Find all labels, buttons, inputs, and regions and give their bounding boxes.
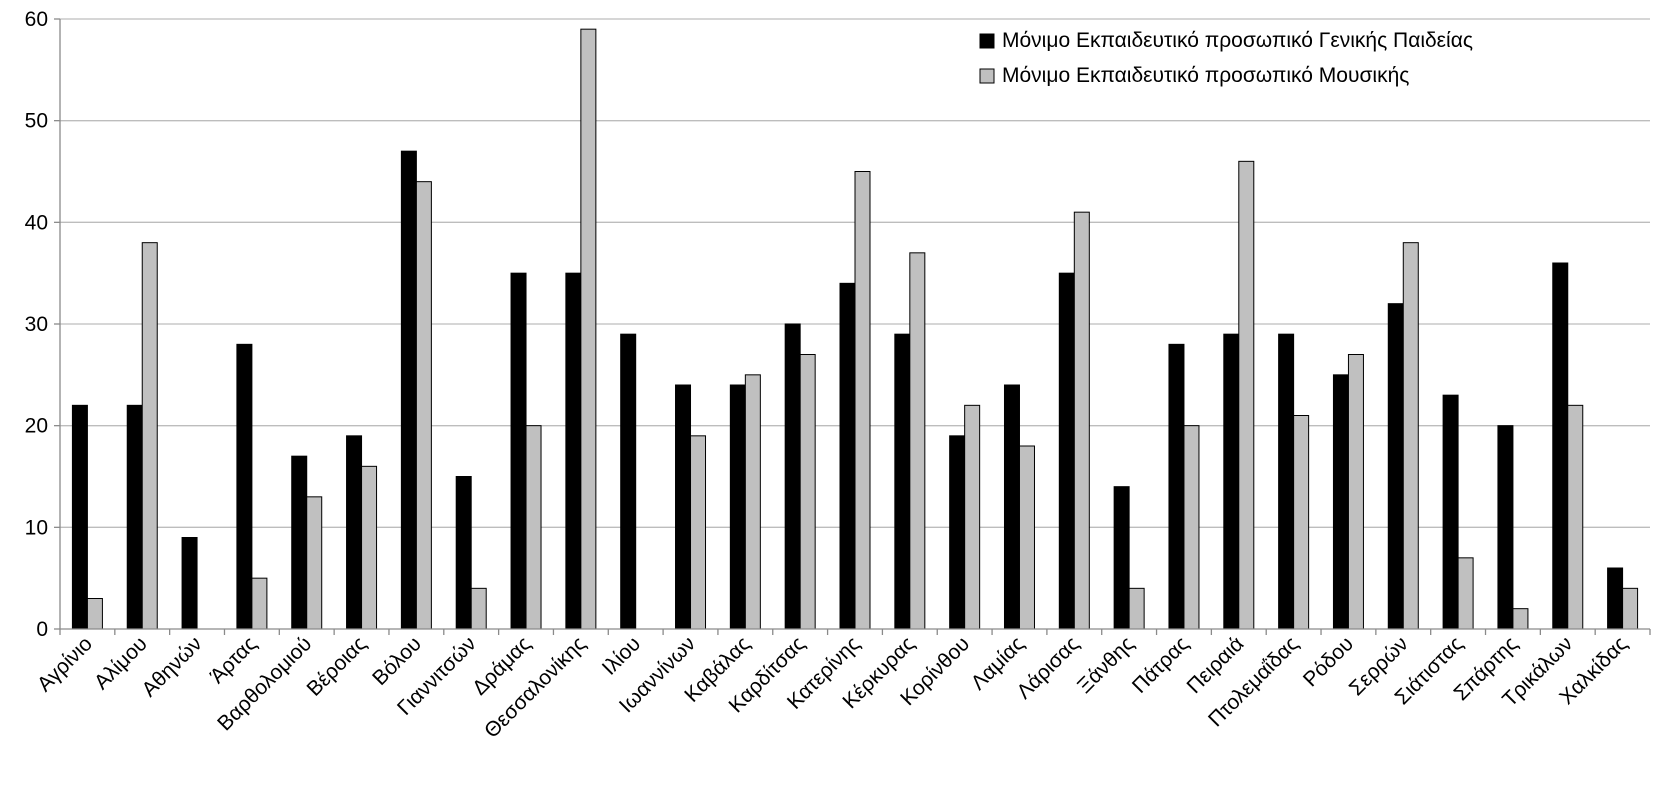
bar-series-1-9 bbox=[510, 272, 527, 630]
bar-series-2-8 bbox=[470, 587, 487, 630]
bar-series-1-5 bbox=[291, 455, 308, 630]
bar-series-1-28 bbox=[1552, 262, 1569, 630]
bar-series-2-23 bbox=[1293, 415, 1310, 630]
bar-series-2-25 bbox=[1402, 242, 1419, 630]
legend-swatch-2 bbox=[979, 68, 995, 84]
y-axis-ticks: 0 10 20 30 40 50 60 bbox=[25, 8, 60, 641]
x-tick-label: Αθηνών bbox=[137, 632, 206, 701]
bar-series-2-7 bbox=[415, 181, 432, 630]
y-tick-label: 30 bbox=[25, 313, 48, 336]
bar-series-1-12 bbox=[675, 384, 692, 630]
bar-series-2-13 bbox=[744, 374, 761, 630]
bar-series-2-5 bbox=[306, 496, 323, 630]
bar-series-1-1 bbox=[71, 404, 88, 630]
y-tick-label: 50 bbox=[25, 110, 48, 133]
bar-series-1-25 bbox=[1387, 303, 1404, 630]
y-tick-label: 0 bbox=[36, 618, 48, 641]
bar-series-2-18 bbox=[1018, 445, 1035, 630]
bar-series-2-20 bbox=[1128, 587, 1145, 630]
bar-series-2-1 bbox=[86, 598, 103, 630]
bar-series-2-22 bbox=[1238, 160, 1255, 630]
bar-series-2-15 bbox=[854, 171, 871, 630]
bar-series-1-29 bbox=[1607, 567, 1624, 630]
bar-series-1-18 bbox=[1003, 384, 1020, 630]
bar-series-1-16 bbox=[894, 333, 911, 630]
bar-series-2-9 bbox=[525, 425, 542, 630]
bars bbox=[71, 28, 1639, 630]
bar-series-2-12 bbox=[690, 435, 707, 630]
bar-series-1-7 bbox=[400, 150, 417, 630]
bar-series-2-29 bbox=[1622, 587, 1639, 630]
bar-series-2-24 bbox=[1347, 354, 1364, 630]
bar-series-2-2 bbox=[141, 242, 158, 630]
bar-series-1-22 bbox=[1223, 333, 1240, 630]
bar-series-2-10 bbox=[580, 28, 597, 630]
bar-series-1-10 bbox=[565, 272, 582, 630]
bar-series-1-13 bbox=[729, 384, 746, 630]
bar-series-1-23 bbox=[1278, 333, 1295, 630]
bar-series-2-21 bbox=[1183, 425, 1200, 630]
bar-series-1-3 bbox=[181, 537, 198, 630]
y-tick-label: 60 bbox=[25, 8, 48, 31]
bar-series-1-21 bbox=[1168, 343, 1185, 630]
bar-series-1-19 bbox=[1058, 272, 1075, 630]
legend-label-1: Μόνιμο Εκπαιδευτικό προσωπικό Γενικής Πα… bbox=[1002, 29, 1473, 52]
bar-series-1-2 bbox=[126, 404, 143, 630]
bar-series-2-17 bbox=[964, 404, 981, 630]
bar-series-1-4 bbox=[236, 343, 253, 630]
x-tick-label: Ξάνθης bbox=[1073, 632, 1139, 698]
bar-series-1-26 bbox=[1442, 394, 1459, 630]
legend-label-2: Μόνιμο Εκπαιδευτικό προσωπικό Μουσικής bbox=[1002, 64, 1409, 87]
bar-series-1-8 bbox=[455, 476, 472, 630]
bar-series-1-11 bbox=[620, 333, 637, 630]
bar-series-1-14 bbox=[784, 323, 801, 630]
bar-series-2-14 bbox=[799, 354, 816, 630]
bar-series-1-20 bbox=[1113, 486, 1130, 630]
bar-series-1-6 bbox=[346, 435, 363, 630]
bar-series-2-27 bbox=[1512, 608, 1529, 630]
y-tick-label: 10 bbox=[25, 516, 48, 539]
x-tick-label: Πάτρας bbox=[1128, 632, 1194, 698]
y-tick-label: 20 bbox=[25, 415, 48, 438]
x-tick-label: Ιλίου bbox=[598, 632, 645, 679]
bar-series-1-27 bbox=[1497, 425, 1514, 630]
bar-series-2-16 bbox=[909, 252, 926, 630]
bar-series-2-19 bbox=[1073, 211, 1090, 630]
bar-series-1-24 bbox=[1332, 374, 1349, 630]
bar-series-1-17 bbox=[949, 435, 966, 630]
bar-series-2-28 bbox=[1567, 404, 1584, 630]
bar-series-2-6 bbox=[361, 465, 378, 630]
legend-swatch-1 bbox=[979, 33, 995, 49]
bar-series-2-26 bbox=[1457, 557, 1474, 630]
x-tick-label: Βέροιας bbox=[303, 632, 372, 701]
legend: Μόνιμο Εκπαιδευτικό προσωπικό Γενικής Πα… bbox=[979, 29, 1473, 87]
bar-series-2-4 bbox=[251, 577, 268, 630]
x-tick-label: Αγρίνιο bbox=[33, 632, 97, 696]
y-tick-label: 40 bbox=[25, 211, 48, 234]
bar-series-1-15 bbox=[839, 282, 856, 630]
